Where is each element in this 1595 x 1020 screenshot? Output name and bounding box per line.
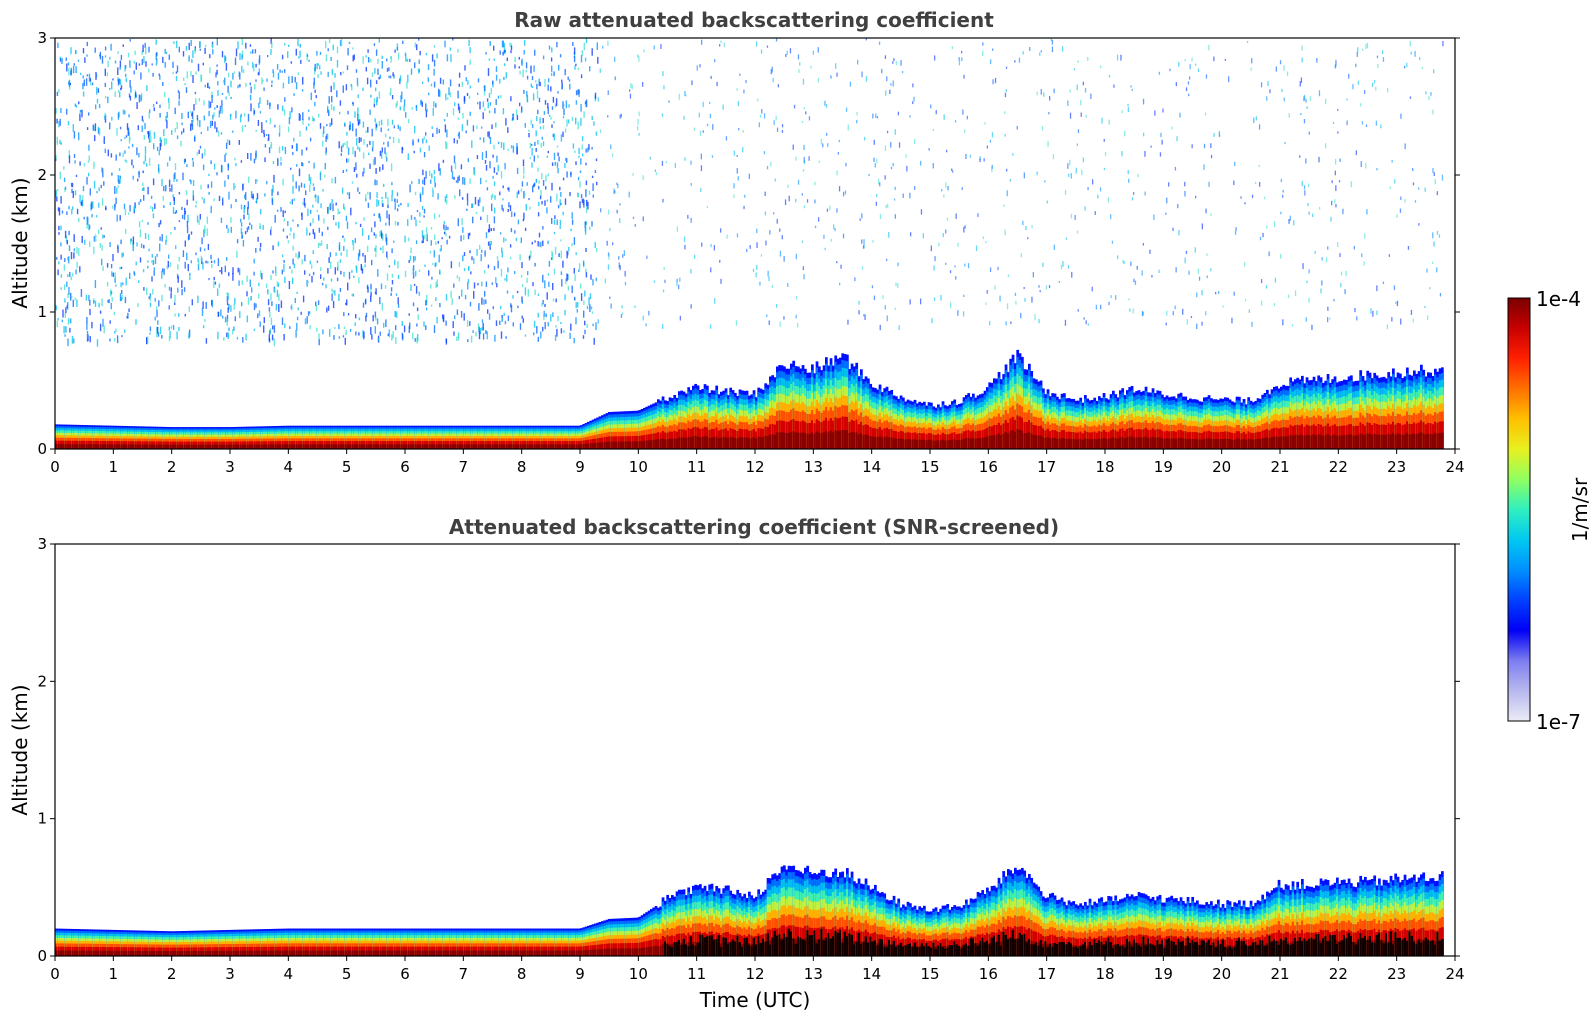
- x-tick-label: 22: [1329, 965, 1348, 983]
- x-tick-label: 0: [50, 965, 60, 983]
- x-tick-label: 9: [575, 458, 585, 476]
- x-tick-label: 19: [1154, 458, 1173, 476]
- x-tick-label: 11: [687, 965, 706, 983]
- x-tick-label: 5: [342, 458, 352, 476]
- x-tick-label: 1: [109, 458, 119, 476]
- x-tick-label: 6: [400, 965, 410, 983]
- y-tick-label: 2: [37, 672, 47, 690]
- x-tick-label: 2: [167, 965, 177, 983]
- x-tick-label: 17: [1037, 965, 1056, 983]
- plot-area: [55, 865, 1444, 956]
- colorbar-max-label: 1e-4: [1536, 287, 1581, 311]
- x-axis-label: Time (UTC): [699, 988, 811, 1012]
- x-tick-label: 0: [50, 458, 60, 476]
- colorbar-unit-label: 1/m/sr: [1568, 477, 1592, 542]
- chart-title: Attenuated backscattering coefficient (S…: [449, 515, 1059, 539]
- y-tick-label: 1: [37, 303, 47, 321]
- backscatter-layer: [55, 865, 1444, 956]
- x-tick-label: 3: [225, 965, 235, 983]
- y-tick-label: 3: [37, 29, 47, 47]
- x-tick-label: 3: [225, 458, 235, 476]
- panel-raw: Raw attenuated backscattering coefficien…: [8, 8, 1465, 476]
- y-tick-label: 2: [37, 166, 47, 184]
- x-tick-label: 23: [1387, 965, 1406, 983]
- x-tick-label: 23: [1387, 458, 1406, 476]
- x-tick-label: 11: [687, 458, 706, 476]
- x-tick-label: 2: [167, 458, 177, 476]
- colorbar-gradient: [1507, 297, 1531, 722]
- x-tick-label: 5: [342, 965, 352, 983]
- x-tick-label: 17: [1037, 458, 1056, 476]
- x-tick-label: 16: [979, 965, 998, 983]
- x-tick-label: 8: [517, 965, 527, 983]
- x-tick-label: 1: [109, 965, 119, 983]
- x-tick-label: 18: [1095, 458, 1114, 476]
- x-tick-label: 15: [920, 965, 939, 983]
- x-tick-label: 7: [459, 458, 469, 476]
- y-axis-label: Altitude (km): [8, 177, 32, 308]
- x-tick-label: 20: [1212, 458, 1231, 476]
- axes-frame: [54, 37, 1456, 450]
- x-tick-label: 13: [804, 965, 823, 983]
- x-tick-label: 24: [1445, 965, 1464, 983]
- chart-title: Raw attenuated backscattering coefficien…: [514, 8, 994, 32]
- backscatter-layer: [55, 349, 1444, 449]
- x-tick-label: 16: [979, 458, 998, 476]
- x-tick-label: 15: [920, 458, 939, 476]
- x-tick-label: 12: [745, 458, 764, 476]
- x-tick-label: 18: [1095, 965, 1114, 983]
- x-tick-label: 21: [1270, 965, 1289, 983]
- plot-area: [55, 38, 1444, 449]
- y-tick-label: 1: [37, 810, 47, 828]
- x-tick-label: 8: [517, 458, 527, 476]
- x-tick-label: 21: [1270, 458, 1289, 476]
- panel-screened: Attenuated backscattering coefficient (S…: [8, 515, 1465, 1012]
- x-tick-label: 7: [459, 965, 469, 983]
- noise-speckle: [55, 38, 1444, 347]
- x-tick-label: 13: [804, 458, 823, 476]
- x-tick-label: 4: [284, 458, 294, 476]
- y-axis-label: Altitude (km): [8, 684, 32, 815]
- axis-ticks: 0 1 2 3 4 5 6 7 8 9 10 11 12 13 14 15 16 17 18 19 20 21 22 23 24…: [37, 29, 1464, 476]
- x-tick-label: 22: [1329, 458, 1348, 476]
- x-tick-label: 19: [1154, 965, 1173, 983]
- axis-ticks: 0 1 2 3 4 5 6 7 8 9 10 11 12 13 14 15 16 17 18 19 20 21 22 23 24…: [37, 535, 1464, 983]
- x-tick-label: 12: [745, 965, 764, 983]
- x-tick-label: 10: [629, 458, 648, 476]
- x-tick-label: 4: [284, 965, 294, 983]
- x-tick-label: 10: [629, 965, 648, 983]
- x-tick-label: 24: [1445, 458, 1464, 476]
- x-tick-label: 6: [400, 458, 410, 476]
- x-tick-label: 9: [575, 965, 585, 983]
- x-tick-label: 14: [862, 458, 881, 476]
- y-tick-label: 3: [37, 535, 47, 553]
- x-tick-label: 20: [1212, 965, 1231, 983]
- x-tick-label: 14: [862, 965, 881, 983]
- colorbar-min-label: 1e-7: [1536, 710, 1581, 734]
- y-tick-label: 0: [37, 947, 47, 965]
- colorbar: 1e-4 1e-7 1/m/sr: [1507, 287, 1592, 734]
- axes-frame: [54, 543, 1456, 957]
- y-tick-label: 0: [37, 440, 47, 458]
